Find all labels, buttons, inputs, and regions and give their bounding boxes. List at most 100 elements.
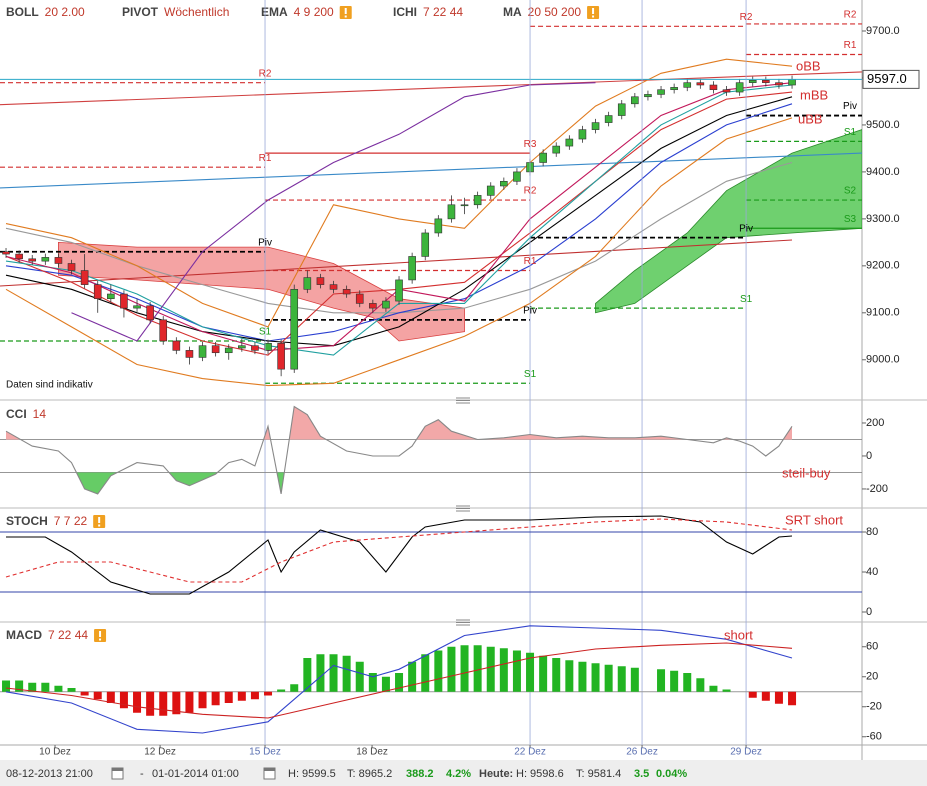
indicator-params: 4 9 200 [294, 5, 334, 19]
warning-icon-bar [99, 631, 102, 637]
candle-body [28, 258, 37, 262]
y-tick-label: 40 [866, 566, 878, 578]
last-price-box [862, 69, 920, 89]
indicator-line [6, 515, 793, 595]
histogram-bar [774, 691, 783, 704]
candle-body [696, 82, 705, 86]
candle-body [709, 84, 718, 91]
footer-change-pct: 4.2% [446, 768, 471, 780]
histogram-bar [185, 691, 194, 713]
annotation: uBB [798, 111, 823, 126]
calendar-icon-top [264, 768, 275, 771]
candle-body [657, 89, 665, 95]
pivot-label: R2 [524, 186, 537, 197]
indicator-line [5, 518, 793, 583]
candle-body [133, 305, 141, 309]
candle-body [107, 293, 115, 300]
histogram-bar [198, 691, 207, 709]
panel-params: 7 7 22 [54, 514, 88, 528]
histogram-bar [224, 691, 233, 703]
y-tick-label: 9000.0 [866, 354, 900, 366]
histogram-bar [788, 691, 797, 706]
footer-high: H: 9599.5 [288, 768, 336, 780]
y-tick-label: 20 [866, 671, 878, 683]
panel [0, 405, 862, 495]
pivot-label: Piv [739, 223, 753, 234]
pivot-label: R2 [844, 10, 857, 21]
candle-body [238, 345, 246, 349]
pivot-label: S1 [740, 294, 753, 305]
warning-icon-dot [98, 524, 101, 527]
pivot-label: R1 [524, 256, 537, 267]
candle-body [670, 87, 678, 91]
histogram-bar [54, 685, 63, 692]
annotation: SRT short [785, 512, 843, 527]
pivot-label: R2 [740, 12, 753, 23]
indicator-name: PIVOT [122, 5, 159, 19]
histogram-bar [368, 673, 377, 692]
indicator-name: ICHI [393, 5, 417, 19]
candle-body [775, 82, 783, 86]
histogram-bar [237, 691, 246, 701]
annotation: oBB [796, 58, 821, 73]
footer-today-low: T: 9581.4 [576, 768, 621, 780]
candle-body [211, 345, 220, 354]
last-price-label: 9597.0 [867, 71, 907, 86]
y-tick-label: 9700.0 [866, 25, 900, 37]
candle-body [631, 96, 639, 105]
candle-body [264, 343, 272, 351]
candle-body [748, 80, 757, 83]
indicator-line [5, 58, 793, 328]
annotation: short [724, 627, 753, 642]
histogram-bar [329, 654, 338, 692]
candle-body [329, 284, 338, 290]
candle-body [762, 80, 770, 83]
candle-body [591, 122, 600, 130]
histogram-bar [395, 673, 404, 692]
histogram-bar [421, 654, 430, 692]
histogram-bar [211, 691, 220, 706]
x-tick-label: 26 Dez [626, 747, 658, 758]
x-tick-label: 22 Dez [514, 747, 546, 758]
annotation: mBB [800, 87, 828, 102]
resize-grip[interactable] [456, 505, 470, 512]
candle-body [408, 256, 416, 281]
candle-body [578, 129, 587, 140]
indicator-line [5, 405, 793, 495]
candle-body [395, 279, 403, 302]
histogram-bar [106, 691, 115, 703]
footer-sep: - [140, 768, 144, 780]
histogram-bar [277, 689, 286, 692]
candle-body [421, 232, 430, 257]
panel-params: 7 22 44 [48, 628, 88, 642]
candle-body [2, 251, 10, 255]
pivot-label: Piv [523, 305, 537, 316]
y-tick-label: 200 [866, 417, 884, 429]
candle-body [382, 300, 390, 309]
y-tick-label: 0 [866, 450, 872, 462]
resize-grip[interactable] [456, 397, 470, 404]
indicator-params: 20 50 200 [528, 5, 582, 19]
histogram-bar [761, 691, 770, 701]
histogram-bar [591, 663, 600, 692]
y-tick-label: 9300.0 [866, 213, 900, 225]
indicator-name: EMA [261, 5, 288, 19]
indicator-params: 20 2.00 [45, 5, 85, 19]
footer-today: Heute: [479, 768, 513, 780]
annotation: Daten sind indikativ [6, 380, 93, 391]
histogram-bar [41, 682, 50, 692]
histogram-bar [290, 684, 299, 692]
indicator-line [5, 103, 793, 342]
histogram-bar [552, 658, 561, 692]
pivot-label: Piv [843, 101, 857, 112]
histogram-bar [381, 676, 390, 692]
candle-body [369, 303, 377, 309]
pivot-label: S1 [844, 127, 857, 138]
y-tick-label: 9100.0 [866, 307, 900, 319]
footer-change: 388.2 [406, 768, 434, 780]
candle-body [80, 270, 89, 285]
resize-grip[interactable] [456, 619, 470, 626]
warning-icon-dot [99, 638, 102, 641]
panel-title: STOCH [6, 514, 48, 528]
